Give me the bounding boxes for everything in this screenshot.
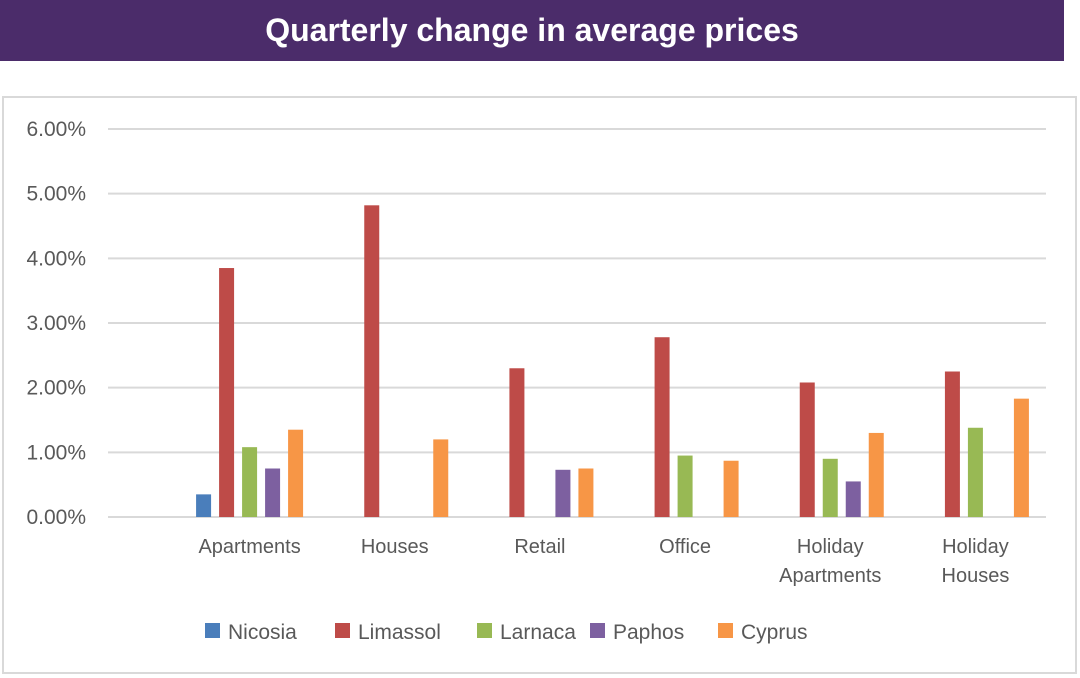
legend-swatch-paphos [590, 623, 605, 638]
chart-frame [2, 96, 1077, 674]
y-tick-label: 0.00% [26, 506, 86, 529]
chart-title: Quarterly change in average prices [265, 12, 799, 48]
y-tick-label: 3.00% [26, 312, 86, 335]
bar-paphos [265, 468, 281, 517]
legend-swatch-limassol [335, 623, 350, 638]
bars [196, 205, 1029, 517]
x-category-label: Apartments [198, 536, 300, 558]
bar-limassol [364, 205, 380, 517]
x-axis-category-labels: Apartments Houses Retail Office Holiday Apart… [198, 536, 1009, 587]
bar-cyprus [868, 432, 884, 517]
x-category-label: Holiday [797, 536, 864, 558]
legend-label-larnaca: Larnaca [500, 621, 576, 644]
x-category-label: Apartments [779, 565, 881, 587]
legend-swatch-nicosia [205, 623, 220, 638]
y-axis-tick-labels: 0.00% 1.00% 2.00% 3.00% 4.00% 5.00% 6.00% [26, 118, 86, 529]
bar-cyprus [433, 439, 449, 517]
bar-limassol [654, 337, 670, 517]
legend-label-cyprus: Cyprus [741, 621, 808, 644]
gridlines [108, 128, 1046, 518]
x-category-label: Retail [514, 536, 565, 558]
y-tick-label: 2.00% [26, 377, 86, 400]
bar-cyprus [288, 429, 304, 517]
legend-label-limassol: Limassol [358, 621, 441, 644]
x-category-label: Houses [942, 565, 1010, 587]
bar-cyprus [723, 460, 739, 517]
bar-cyprus [578, 468, 594, 517]
bar-limassol [509, 368, 525, 517]
legend-label-nicosia: Nicosia [228, 621, 297, 644]
legend-swatch-larnaca [477, 623, 492, 638]
y-tick-label: 4.00% [26, 247, 86, 270]
bar-larnaca [967, 427, 983, 517]
bar-larnaca [677, 455, 693, 517]
x-category-label: Holiday [942, 536, 1009, 558]
bar-larnaca [242, 447, 258, 517]
x-category-label: Office [659, 536, 711, 558]
bar-nicosia [196, 494, 212, 517]
legend-label-paphos: Paphos [613, 621, 684, 644]
bar-paphos [555, 469, 571, 517]
bar-paphos [845, 481, 861, 517]
legend-swatch-cyprus [718, 623, 733, 638]
legend: Nicosia Limassol Larnaca Paphos Cyprus [205, 621, 808, 644]
bar-limassol [799, 382, 815, 517]
bar-larnaca [822, 458, 838, 517]
y-tick-label: 1.00% [26, 441, 86, 464]
x-category-label: Houses [361, 536, 429, 558]
bar-limassol [944, 371, 960, 517]
bar-cyprus [1013, 398, 1029, 517]
chart-title-banner: Quarterly change in average prices [0, 0, 1064, 61]
y-tick-label: 6.00% [26, 118, 86, 141]
bar-limassol [219, 268, 235, 517]
y-tick-label: 5.00% [26, 183, 86, 206]
